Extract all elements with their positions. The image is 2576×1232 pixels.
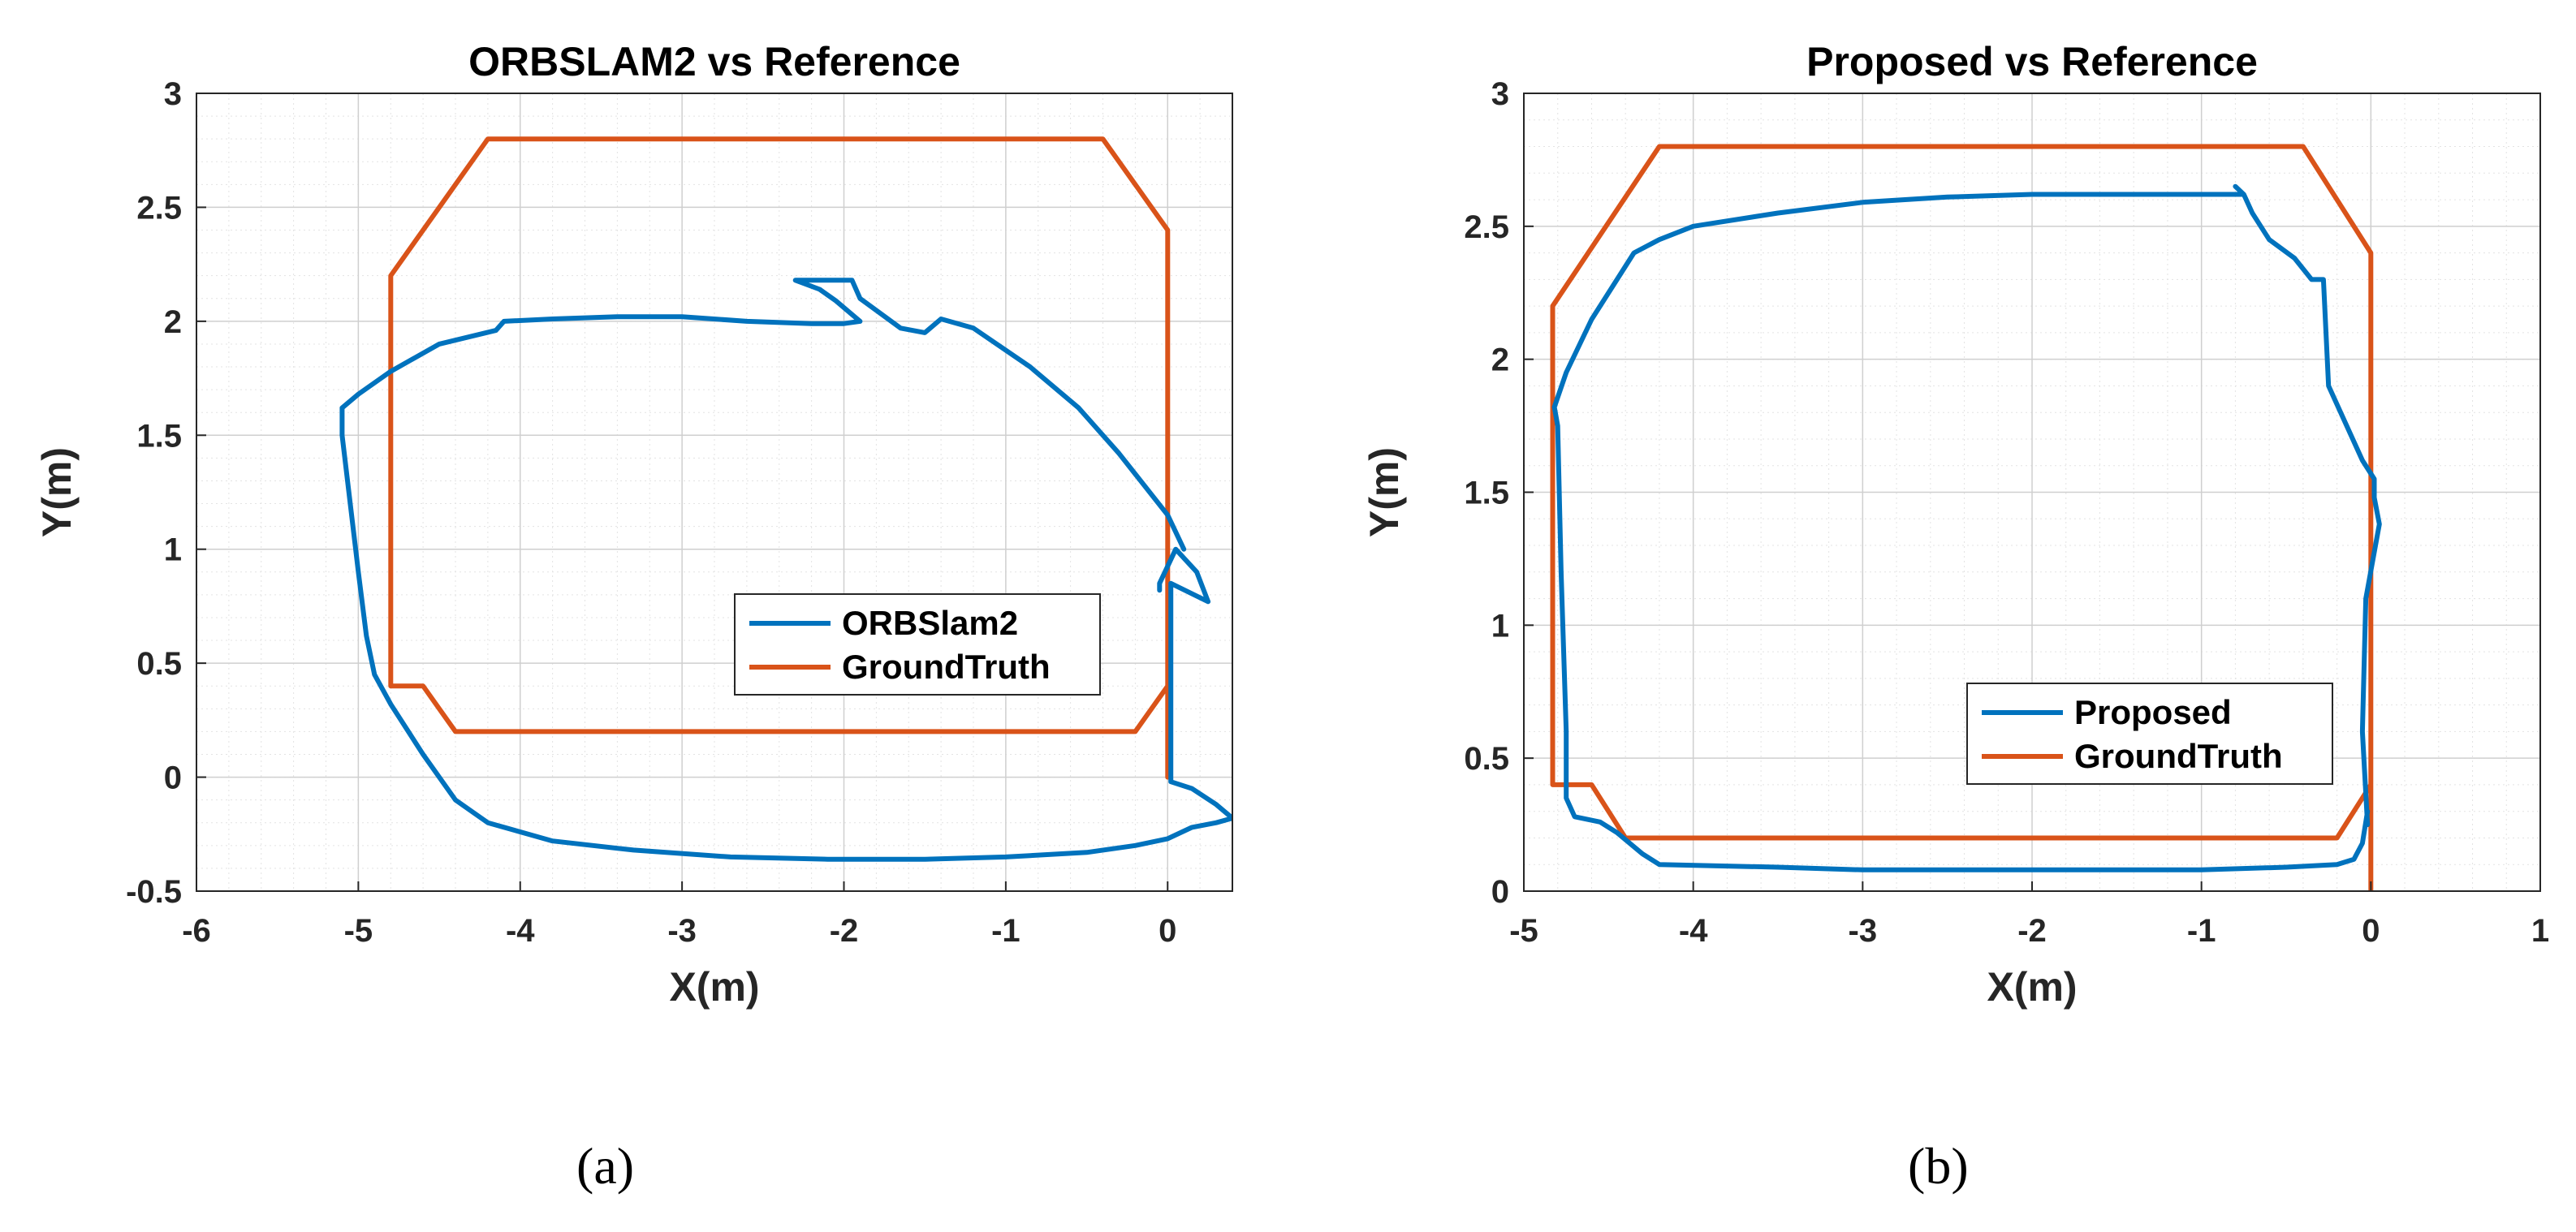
x-tick-label: 1 [2531,913,2549,949]
y-tick-label: -0.5 [126,874,182,910]
x-tick-label: 0 [2362,913,2380,949]
x-tick-label: 0 [1159,913,1176,949]
legend-label-groundtruth: GroundTruth [842,648,1051,686]
y-tick-label: 0 [164,760,182,796]
y-tick-label: 0 [1491,874,1509,910]
y-tick-label: 2.5 [136,190,182,226]
chart-title: Proposed vs Reference [1806,39,2258,84]
panel-label-a: (a) [576,1137,635,1195]
legend-label-proposed: Proposed [2074,693,2232,731]
series-line-groundtruth [388,136,1171,780]
x-tick-label: -1 [2187,913,2216,949]
legend-box [1966,683,2333,785]
y-tick-label: 0.5 [136,646,182,682]
series-line-groundtruth [1550,144,2374,891]
legend-label-groundtruth: GroundTruth [2074,737,2283,775]
x-tick-label: -4 [1679,913,1708,949]
x-tick-label: -2 [830,913,859,949]
y-tick-label: 3 [164,76,182,112]
y-tick-label: 2.5 [1464,209,1509,245]
x-axis-label: X(m) [1987,964,2077,1010]
x-tick-label: -1 [991,913,1020,949]
x-tick-label: -5 [344,913,373,949]
y-axis-label: Y(m) [34,447,80,537]
y-tick-label: 2 [164,304,182,340]
y-tick-label: 1 [164,532,182,568]
y-tick-label: 1 [1491,608,1509,644]
y-tick-label: 3 [1491,76,1509,112]
y-axis-label: Y(m) [1361,447,1407,537]
legend-box [734,593,1101,696]
panel-label-b: (b) [1908,1137,1969,1195]
x-tick-label: -3 [1849,913,1878,949]
legend: Proposed GroundTruth [1966,683,2333,785]
legend: ORBSlam2 GroundTruth [734,593,1101,696]
x-tick-label: -6 [182,913,211,949]
axes-box [196,93,1233,892]
chart-panel-2: -5 -4 -3 -2 -1 0 1 0 0.5 1 1.5 2 2.5 3 Proposed vs Ref… [1361,39,2549,1010]
legend-label-orbslam2: ORBSlam2 [842,604,1018,642]
x-tick-label: -2 [2017,913,2047,949]
x-tick-label: -5 [1509,913,1538,949]
series-line-proposed [1551,183,2382,872]
y-tick-label: 1.5 [136,418,182,454]
x-tick-label: -4 [506,913,535,949]
x-tick-label: -3 [667,913,697,949]
x-axis-label: X(m) [669,964,759,1010]
series-line-orbslam2 [339,278,1232,862]
y-tick-label: 1.5 [1464,476,1509,511]
chart-title: ORBSLAM2 vs Reference [468,39,960,84]
y-tick-label: 0.5 [1464,741,1509,777]
chart-panel-1: -6 -5 -4 -3 -2 -1 0 -0.5 0 0.5 1 1.5 2 2.5 3 ORBSLAM2 v… [34,39,1233,1010]
y-tick-label: 2 [1491,342,1509,378]
